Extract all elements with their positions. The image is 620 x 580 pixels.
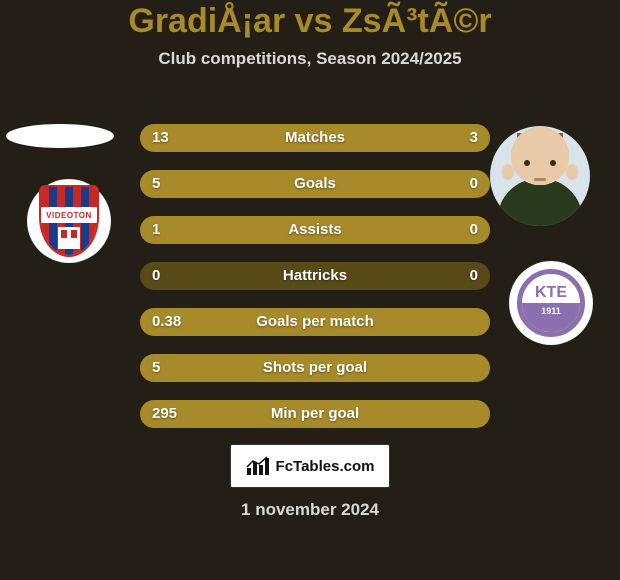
stat-label: Hattricks	[140, 262, 490, 290]
stat-label: Goals per match	[140, 308, 490, 336]
stat-row: 50Goals	[140, 170, 490, 198]
player-left-photo	[6, 124, 114, 148]
stat-row: 10Assists	[140, 216, 490, 244]
kte-text: KTE	[535, 285, 567, 301]
player-face-icon	[490, 126, 590, 226]
watermark: FcTables.com	[230, 444, 390, 488]
videoton-label: VIDEOTON	[41, 207, 97, 223]
club-badge-right: KTE 1911	[509, 261, 593, 345]
watermark-text: FcTables.com	[276, 458, 375, 475]
kte-badge-icon: KTE 1911	[517, 269, 585, 337]
stat-row: 0.38Goals per match	[140, 308, 490, 336]
player-right-photo	[490, 126, 590, 226]
videoton-badge-icon: VIDEOTON	[39, 185, 99, 257]
stat-label: Assists	[140, 216, 490, 244]
club-badge-left: VIDEOTON	[27, 179, 111, 263]
subtitle: Club competitions, Season 2024/2025	[0, 49, 620, 69]
stat-label: Shots per goal	[140, 354, 490, 382]
kte-year: 1911	[541, 307, 561, 316]
stat-label: Matches	[140, 124, 490, 152]
bar-chart-icon	[246, 456, 270, 476]
stat-label: Goals	[140, 170, 490, 198]
comparison-chart: 133Matches 50Goals 10Assists 00Hattricks 0.3…	[140, 124, 490, 446]
stat-row: 295Min per goal	[140, 400, 490, 428]
page-title: GradiÅ¡ar vs ZsÃ³tÃ©r	[0, 0, 620, 41]
stat-row: 133Matches	[140, 124, 490, 152]
stat-row: 00Hattricks	[140, 262, 490, 290]
footer-date: 1 november 2024	[0, 500, 620, 520]
stat-row: 5Shots per goal	[140, 354, 490, 382]
stat-label: Min per goal	[140, 400, 490, 428]
